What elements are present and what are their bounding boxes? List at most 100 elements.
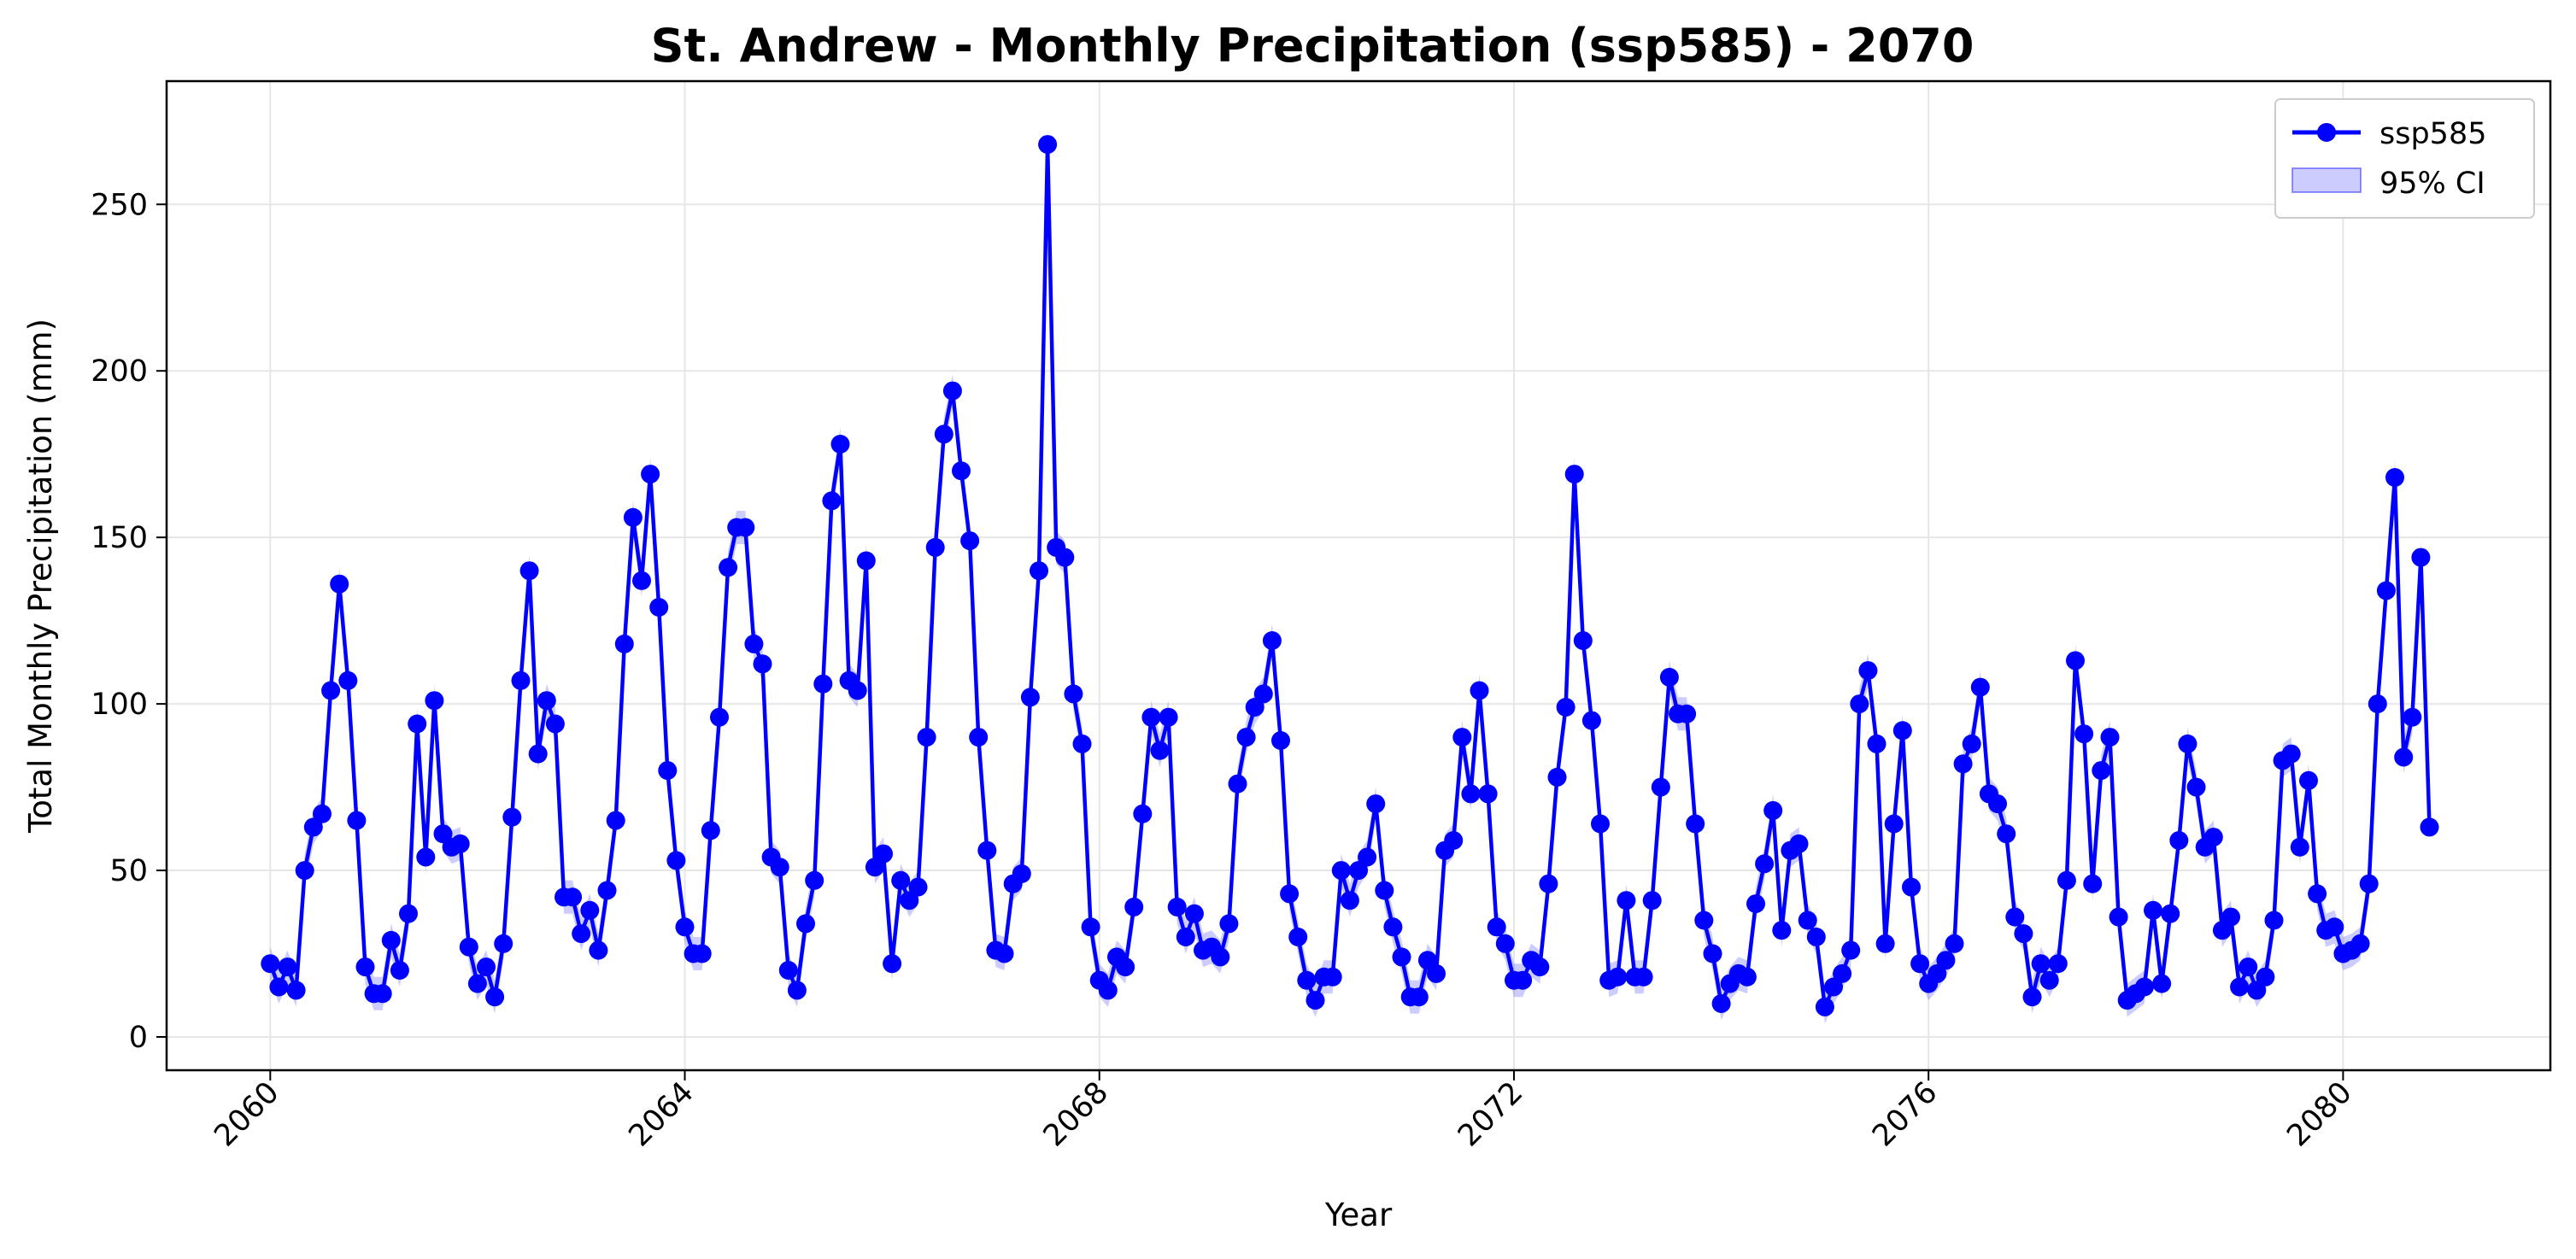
series-ssp585 <box>261 135 2439 1016</box>
data-point <box>969 728 989 747</box>
data-point <box>1124 897 1144 916</box>
data-point <box>1763 800 1783 820</box>
data-point <box>1634 967 1653 987</box>
data-point <box>1331 861 1351 881</box>
data-point <box>399 904 418 923</box>
data-point <box>313 804 332 823</box>
data-point <box>1962 734 1981 753</box>
data-point <box>623 507 643 527</box>
plot-frame <box>165 79 2552 1072</box>
data-point <box>269 977 289 997</box>
data-point <box>1755 854 1775 874</box>
data-point <box>1417 951 1437 970</box>
data-point <box>1798 911 1817 930</box>
data-point <box>1366 794 1386 814</box>
data-point <box>1824 977 1843 997</box>
data-point <box>710 707 729 727</box>
data-point <box>477 957 496 977</box>
data-point <box>2057 870 2076 890</box>
data-point <box>641 465 660 484</box>
data-point <box>1772 921 1792 940</box>
data-point <box>805 870 824 890</box>
data-point <box>373 984 392 1004</box>
data-point <box>2350 934 2370 953</box>
data-point <box>2420 817 2439 837</box>
data-point <box>2325 917 2344 937</box>
data-point <box>286 981 306 1000</box>
data-point <box>1573 631 1593 650</box>
data-point <box>1875 934 1895 953</box>
data-point <box>1487 917 1506 937</box>
y-tick-label: 200 <box>91 354 148 389</box>
legend-box <box>2274 98 2535 219</box>
data-point <box>891 870 911 890</box>
data-point <box>1030 561 1048 581</box>
data-point <box>1098 981 1118 1000</box>
data-point <box>1833 963 1852 983</box>
data-point <box>2411 548 2431 567</box>
data-point <box>278 957 297 977</box>
data-point <box>528 744 548 764</box>
data-point <box>2247 981 2267 1000</box>
data-point <box>1884 814 1904 834</box>
data-point <box>787 981 807 1000</box>
data-point <box>261 954 280 974</box>
data-point <box>675 917 695 937</box>
data-point <box>1608 967 1628 987</box>
data-point <box>719 558 738 577</box>
data-point <box>1858 661 1878 681</box>
data-point <box>960 531 980 551</box>
data-point <box>2394 747 2414 767</box>
data-point <box>1427 963 1446 983</box>
data-point <box>1288 928 1308 946</box>
data-point <box>883 954 902 974</box>
data-point <box>1746 894 1765 914</box>
data-point <box>2083 874 2103 893</box>
data-point <box>1539 874 1558 893</box>
data-point <box>2186 777 2206 797</box>
data-point <box>2005 907 2025 927</box>
y-tick-label: 50 <box>109 854 148 888</box>
data-point <box>1556 698 1576 717</box>
data-point <box>2178 734 2198 753</box>
data-point <box>822 491 842 511</box>
data-point <box>433 824 453 844</box>
data-point <box>1245 698 1265 717</box>
data-point <box>1642 891 1662 911</box>
data-point <box>1928 963 1947 983</box>
data-point <box>2264 911 2284 930</box>
data-point <box>1280 884 1300 904</box>
data-point <box>856 551 876 571</box>
data-point <box>485 987 505 1007</box>
data-point <box>1141 707 1161 727</box>
data-point <box>1703 944 1722 963</box>
x-axis-label: Year <box>1324 1197 1393 1233</box>
data-point <box>2203 828 2223 847</box>
data-point <box>778 961 798 980</box>
data-point <box>1081 917 1100 937</box>
data-point <box>1184 904 1204 923</box>
data-point <box>2221 907 2240 927</box>
data-point <box>2169 831 2189 850</box>
data-point <box>2212 921 2232 940</box>
data-point <box>1176 928 1195 946</box>
data-point <box>865 858 884 877</box>
data-point <box>1228 774 1247 793</box>
data-point <box>2359 874 2379 893</box>
data-point <box>942 381 962 401</box>
data-point <box>1997 824 2016 844</box>
data-point <box>2299 770 2318 790</box>
data-point <box>2239 957 2258 977</box>
data-point <box>2031 954 2051 974</box>
data-point <box>977 840 997 860</box>
legend-ci-swatch <box>2291 167 2362 193</box>
data-point <box>338 670 358 690</box>
data-point <box>1694 911 1714 930</box>
data-point <box>1297 970 1317 990</box>
data-point <box>925 537 945 557</box>
data-point <box>1159 707 1178 727</box>
data-point <box>666 851 686 870</box>
legend-label-ci: 95% CI <box>2379 167 2485 201</box>
data-point <box>2048 954 2068 974</box>
